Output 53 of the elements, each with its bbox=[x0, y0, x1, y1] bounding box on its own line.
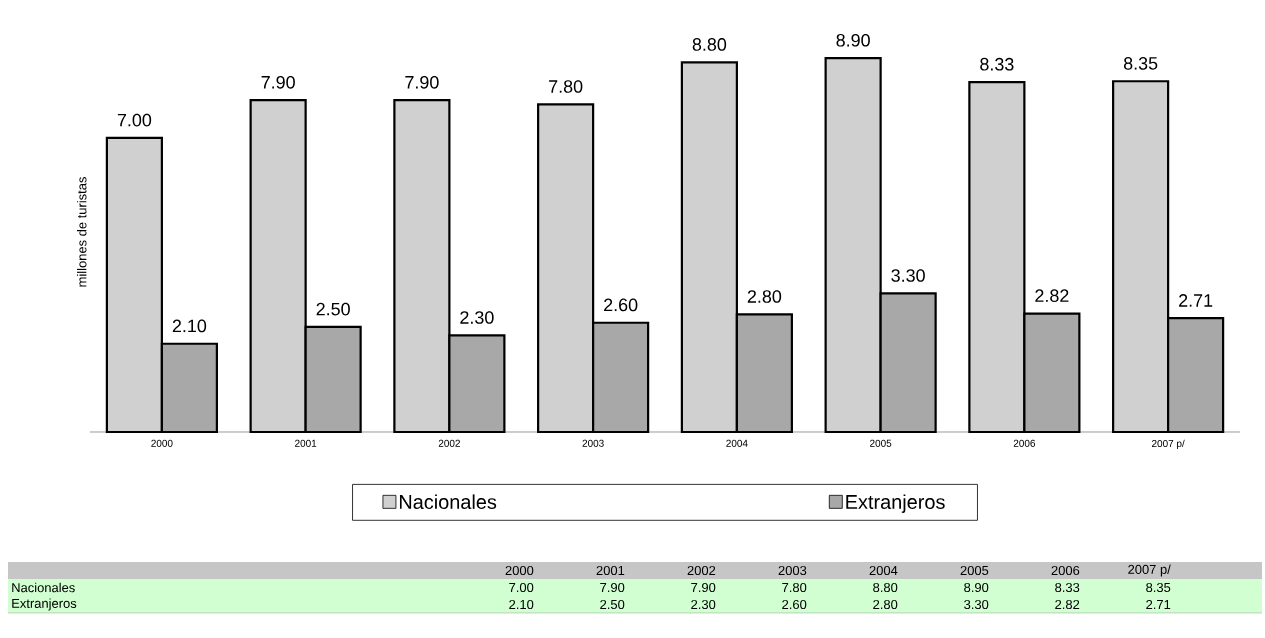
data-label: 8.80 bbox=[692, 38, 727, 51]
text: 2.50 bbox=[600, 599, 625, 610]
text: 8.90 bbox=[964, 582, 989, 593]
data-label: 7.90 bbox=[405, 75, 439, 89]
text: 2.82 bbox=[1055, 599, 1080, 610]
text: 8.33 bbox=[1055, 582, 1080, 593]
category-label: 2006 bbox=[1051, 565, 1080, 576]
text: 2.80 bbox=[873, 599, 898, 610]
data-label: 8.35 bbox=[1123, 57, 1158, 70]
legend-label: Nacionales bbox=[399, 494, 497, 509]
data-label: 2.60 bbox=[604, 298, 638, 312]
data-label: 7.80 bbox=[549, 80, 583, 93]
legend-label: Extranjeros bbox=[846, 494, 945, 513]
text: Nacionales bbox=[12, 582, 75, 593]
category-label: 2004 bbox=[869, 565, 898, 576]
text: Extranjeros bbox=[12, 598, 77, 611]
text: 8.80 bbox=[873, 582, 898, 593]
x-tick-label: 2000 bbox=[151, 439, 173, 447]
data-label: 2.50 bbox=[316, 302, 350, 316]
x-tick-label: 2004 bbox=[726, 439, 748, 447]
text: 7.90 bbox=[691, 582, 716, 593]
data-label: 2.10 bbox=[172, 319, 207, 333]
data-label: 2.82 bbox=[1035, 289, 1069, 303]
text: 2.60 bbox=[782, 599, 807, 610]
data-label: 7.00 bbox=[117, 113, 152, 127]
category-label: 2007 p/ bbox=[1128, 564, 1171, 577]
x-tick-label: 2006 bbox=[1013, 439, 1036, 447]
data-label: 8.90 bbox=[836, 33, 870, 47]
text: 7.00 bbox=[509, 582, 534, 593]
data-label: 7.90 bbox=[261, 75, 295, 89]
text: 2.30 bbox=[691, 599, 716, 610]
data-label: 2.80 bbox=[747, 290, 782, 303]
data-label: 2.71 bbox=[1179, 294, 1213, 307]
x-tick-label: 2001 bbox=[295, 439, 317, 447]
text: 7.80 bbox=[782, 582, 807, 593]
data-label: 3.30 bbox=[891, 269, 925, 282]
text: 2.71 bbox=[1146, 599, 1171, 610]
data-label: 2.30 bbox=[460, 311, 494, 324]
y-axis-title: millones de turistas bbox=[76, 177, 87, 287]
data-label: 8.33 bbox=[980, 57, 1014, 71]
text: 2.10 bbox=[509, 599, 534, 610]
text: 3.30 bbox=[964, 599, 989, 610]
category-label: 2005 bbox=[960, 565, 989, 576]
x-tick-label: 2002 bbox=[438, 439, 460, 447]
category-label: 2000 bbox=[505, 565, 534, 576]
x-tick-label: 2007 p/ bbox=[1152, 439, 1185, 450]
category-label: 2003 bbox=[778, 565, 807, 576]
x-tick-label: 2005 bbox=[870, 439, 892, 447]
category-label: 2002 bbox=[687, 565, 716, 576]
text: 7.90 bbox=[600, 582, 625, 593]
category-label: 2001 bbox=[596, 565, 625, 576]
text: 8.35 bbox=[1146, 582, 1171, 593]
x-tick-label: 2003 bbox=[582, 439, 604, 447]
